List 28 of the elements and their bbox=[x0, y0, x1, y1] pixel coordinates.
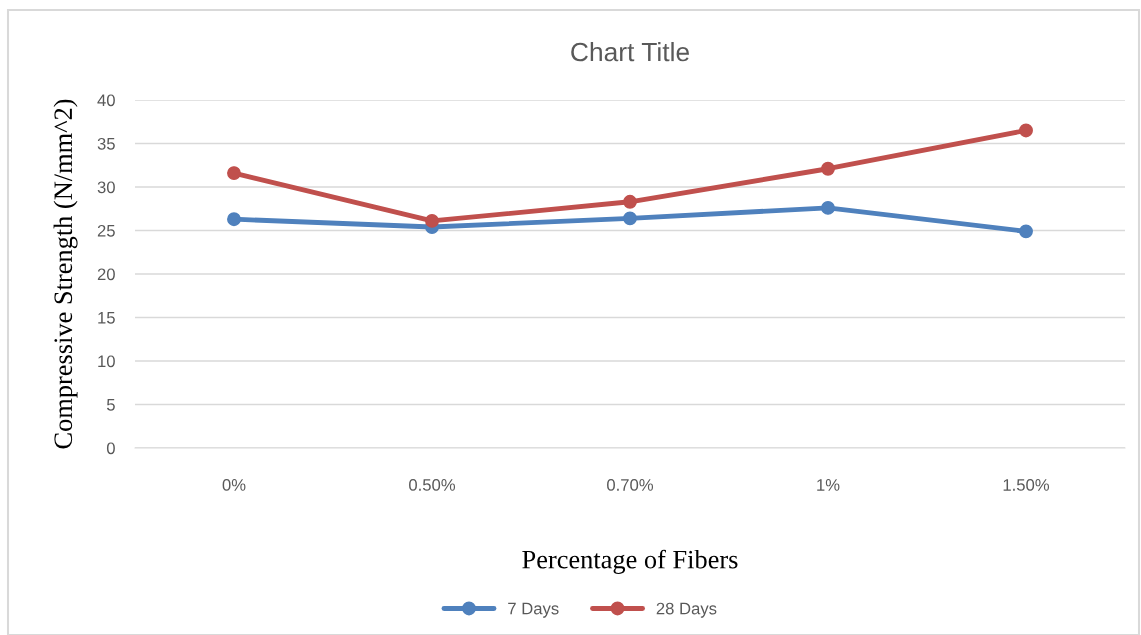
y-tick-label: 35 bbox=[97, 137, 115, 150]
x-tick-label: 1.50% bbox=[1003, 479, 1050, 491]
y-axis-title: Compressive Strength (N/mm^2) bbox=[53, 99, 78, 449]
point bbox=[227, 212, 241, 227]
y-tick-label: 40 bbox=[97, 94, 115, 107]
y-tick-label: 15 bbox=[98, 312, 115, 324]
x-tick-label: 1% bbox=[817, 479, 840, 491]
point bbox=[821, 200, 835, 215]
point bbox=[227, 166, 241, 181]
y-tick-label: 30 bbox=[97, 181, 115, 194]
point bbox=[1019, 123, 1033, 138]
point bbox=[425, 213, 439, 228]
y-tick-label: 25 bbox=[97, 224, 115, 237]
x-tick-label: 0% bbox=[222, 479, 246, 491]
point bbox=[1019, 224, 1033, 239]
y-tick-label: 20 bbox=[97, 268, 115, 281]
point bbox=[623, 211, 637, 226]
legend-label: 7 Days bbox=[508, 602, 559, 618]
x-tick-label: 0.70% bbox=[607, 479, 654, 491]
chart-title: Chart Title bbox=[571, 41, 689, 62]
point bbox=[623, 194, 637, 209]
x-axis-title: Percentage of Fibers bbox=[522, 549, 738, 574]
y-tick-label: 5 bbox=[106, 399, 115, 411]
x-tick-label: 0.50% bbox=[409, 479, 456, 491]
legend-label: 28 Days bbox=[656, 602, 717, 618]
y-tick-label: 10 bbox=[98, 355, 115, 368]
point bbox=[821, 161, 835, 176]
y-tick-label: 0 bbox=[106, 442, 115, 455]
